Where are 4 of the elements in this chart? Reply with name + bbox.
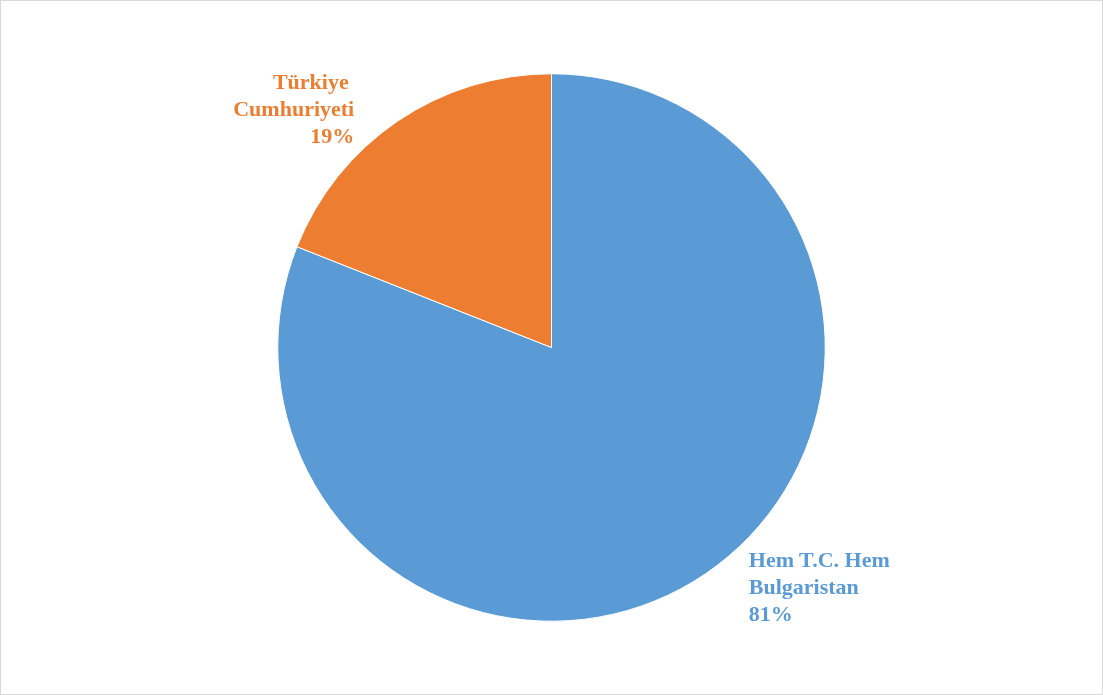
slice-label: Hem T.C. Hem Bulgaristan (748, 546, 896, 599)
data-label: 19% (310, 123, 355, 149)
data-label: 81% (748, 600, 793, 626)
slice-label: Türkiye Cumhuriyeti (233, 69, 355, 122)
